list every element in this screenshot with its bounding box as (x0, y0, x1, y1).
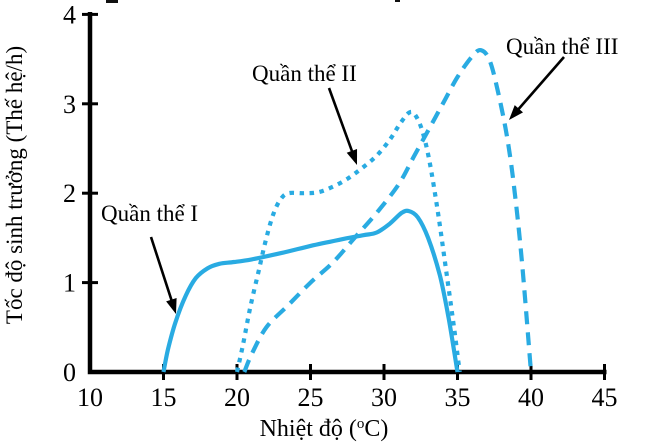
annotation-arrow-shaft-1 (149, 236, 175, 306)
x-tick-label: 30 (371, 383, 397, 412)
annotation-label-3: Quần thể III (506, 34, 618, 59)
y-tick-label: 0 (63, 358, 76, 387)
x-tick-label: 10 (77, 383, 103, 412)
annotation-arrow-head-2 (346, 149, 358, 165)
annotation-arrow-shaft-2 (327, 87, 356, 157)
x-tick-label: 40 (518, 383, 544, 412)
y-axis-label: Tốc độ sinh trưởng (Thế hệ/h) (2, 46, 27, 324)
annotation-arrow-head-1 (166, 298, 177, 314)
x-tick-label: 20 (224, 383, 250, 412)
x-tick-label: 15 (151, 383, 177, 412)
y-tick-label: 4 (63, 0, 76, 29)
y-tick-label: 2 (63, 179, 76, 208)
y-tick-label: 3 (63, 90, 76, 119)
annotation-arrow-shaft-3 (513, 56, 565, 115)
cropped-text-remnant (106, 0, 118, 3)
x-tick-label: 35 (445, 383, 471, 412)
x-axis-label: Nhiệt độ (oC) (260, 416, 389, 442)
annotation-label-2: Quần thể II (252, 61, 357, 86)
annotation-label-1: Quần thể I (101, 201, 198, 226)
annotation-arrow-head-3 (509, 105, 524, 120)
x-tick-label: 45 (592, 383, 618, 412)
series-curve-3 (242, 47, 534, 373)
axes (87, 12, 607, 375)
x-tick-label: 25 (298, 383, 324, 412)
series-curve-2 (234, 109, 462, 373)
series-curve-1 (161, 208, 460, 373)
cropped-text-remnant (395, 0, 400, 2)
y-tick-label: 1 (63, 269, 76, 298)
